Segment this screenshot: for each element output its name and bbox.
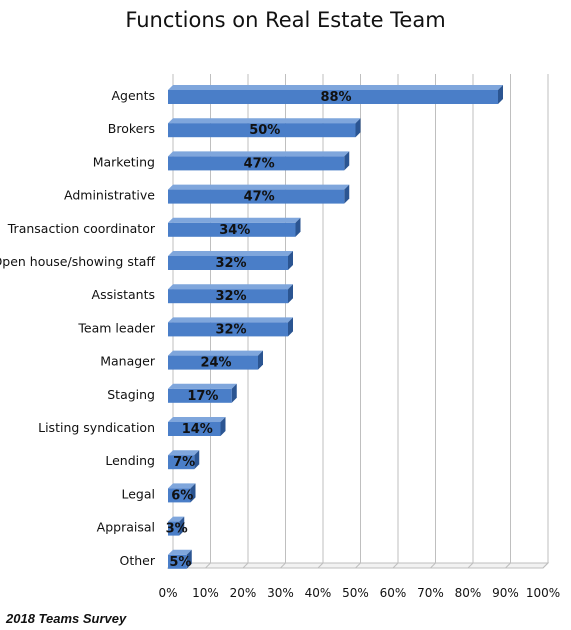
bar-side (220, 417, 226, 436)
bar (168, 355, 258, 370)
bar-side (288, 317, 293, 337)
bar-top (168, 85, 503, 90)
bar-side (344, 184, 350, 204)
category-label: Manager (100, 354, 156, 369)
bar-side (231, 383, 237, 403)
category-label: Other (120, 553, 156, 568)
bar (168, 189, 345, 204)
data-label: 5% (169, 555, 191, 570)
data-label: 47% (244, 156, 275, 171)
gridline-foot (505, 562, 511, 569)
category-label: Open house/showing staff (0, 254, 155, 269)
chart-title: Functions on Real Estate Team (125, 8, 446, 32)
bar-top (168, 151, 350, 157)
bar-side (295, 217, 301, 237)
gridline-foot (392, 562, 399, 569)
footer-note: 2018 Teams Survey (6, 611, 127, 626)
bar (168, 455, 195, 470)
gridline-foot (542, 562, 549, 569)
bar-side (194, 450, 200, 470)
bar (168, 256, 288, 270)
bar-side (179, 516, 185, 536)
gridline-foot (205, 562, 211, 569)
x-tick-label: 40% (305, 586, 332, 600)
bar-top (168, 549, 192, 555)
bar-top (168, 450, 200, 456)
data-label: 34% (219, 223, 250, 238)
category-label: Legal (121, 486, 155, 501)
x-tick-label: 20% (230, 586, 257, 600)
category-label: Listing syndication (38, 420, 155, 435)
bar-top (168, 284, 293, 290)
category-label: Brokers (108, 121, 155, 136)
data-label: 47% (244, 190, 275, 205)
data-label: 3% (166, 522, 188, 537)
category-label: Appraisal (97, 520, 155, 535)
bar-side (190, 483, 196, 503)
gridline-foot (280, 562, 286, 569)
gridline-foot (467, 562, 474, 569)
bar-top (168, 417, 226, 422)
bar (168, 123, 356, 138)
bar (168, 289, 288, 304)
bar-side (498, 85, 503, 104)
gridline-foot (242, 562, 249, 569)
data-label: 17% (187, 389, 218, 404)
bar-top (168, 118, 361, 124)
bar (168, 554, 187, 569)
data-label: 32% (215, 256, 246, 271)
bar-top (168, 184, 350, 190)
bar (168, 222, 296, 237)
category-label: Marketing (93, 154, 155, 169)
x-tick-label: 10% (192, 586, 219, 600)
bar-top (168, 516, 185, 522)
bar (168, 422, 221, 436)
bar-side (288, 284, 293, 304)
data-label: 14% (182, 422, 213, 437)
x-tick-label: 30% (267, 586, 294, 600)
data-label: 32% (215, 289, 246, 304)
bar-top (168, 251, 293, 256)
bar (168, 156, 345, 171)
bar-top (168, 217, 301, 223)
bar (168, 388, 232, 403)
category-label: Agents (111, 88, 155, 103)
x-tick-label: 90% (492, 586, 519, 600)
data-label: 50% (249, 123, 280, 138)
bar (168, 521, 180, 536)
gridline-foot (430, 562, 436, 569)
bar-side (344, 151, 350, 171)
bar (168, 90, 498, 104)
bar-top (168, 350, 263, 356)
gridline-foot (317, 562, 324, 569)
x-tick-label: 70% (417, 586, 444, 600)
x-tick-label: 60% (380, 586, 407, 600)
data-label: 32% (215, 322, 246, 337)
category-label: Staging (107, 387, 155, 402)
category-label: Administrative (64, 188, 155, 203)
data-label: 7% (173, 455, 195, 470)
x-tick-label: 50% (342, 586, 369, 600)
bar-side (355, 118, 361, 138)
x-tick-label: 0% (158, 586, 177, 600)
bar-side (288, 251, 293, 270)
category-label: Team leader (77, 320, 155, 335)
bar-top (168, 383, 237, 389)
data-label: 88% (320, 90, 351, 105)
category-label: Lending (105, 453, 155, 468)
bar-side (258, 350, 263, 370)
gridline-foot (355, 562, 361, 569)
category-label: Transaction coordinator (7, 221, 156, 236)
bar-top (168, 317, 293, 323)
x-tick-label: 80% (455, 586, 482, 600)
data-label: 6% (171, 488, 193, 503)
data-label: 24% (200, 356, 231, 371)
bar-side (186, 549, 192, 569)
bar-top (168, 483, 196, 489)
x-tick-label: 100% (526, 586, 560, 600)
bar (168, 488, 191, 503)
category-label: Assistants (92, 287, 155, 302)
bar (168, 322, 288, 337)
